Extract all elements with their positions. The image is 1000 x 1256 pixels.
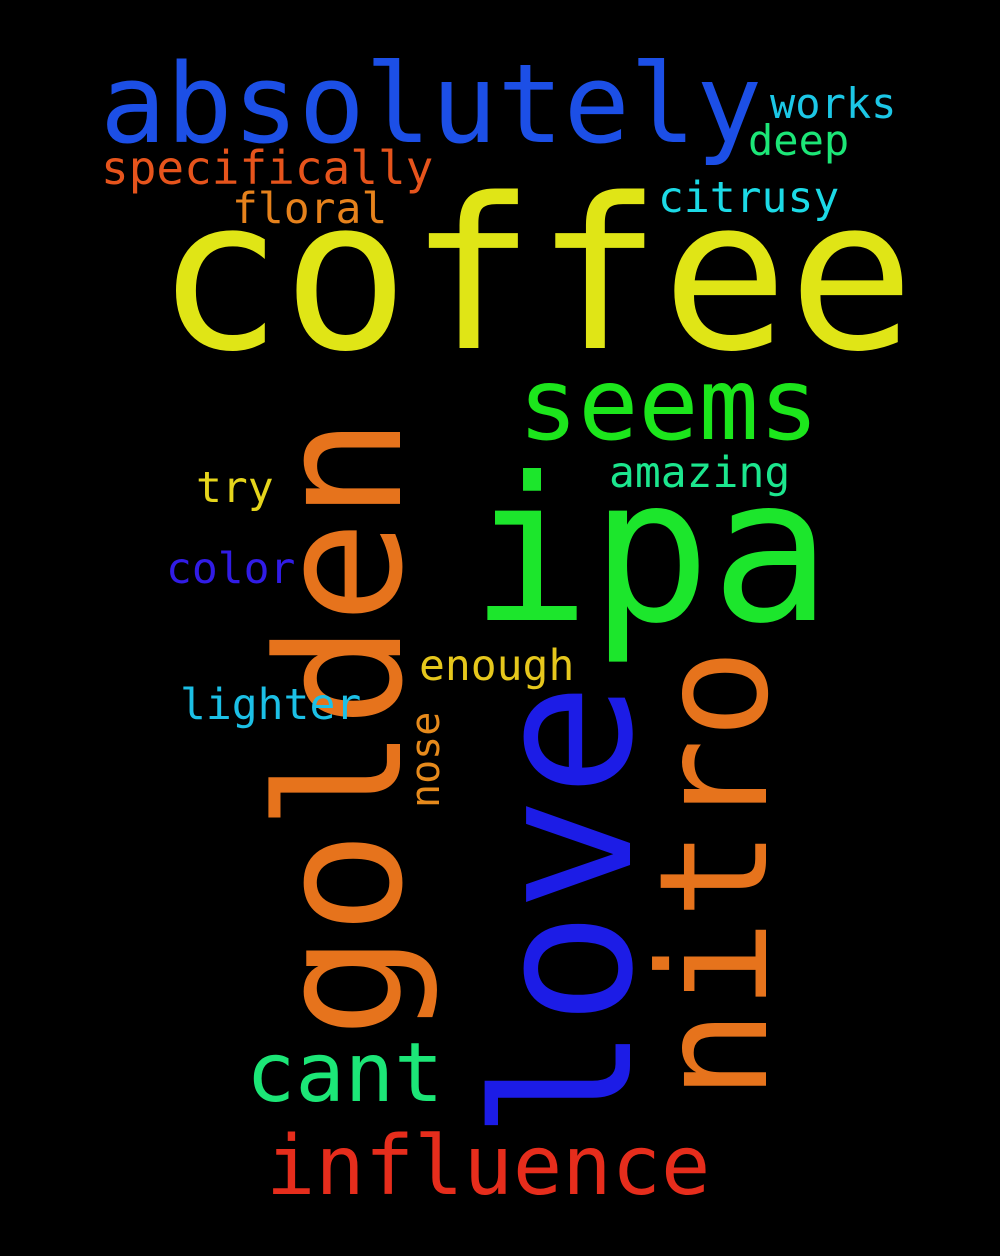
word-try: try: [196, 463, 274, 513]
word-influence: influence: [266, 1119, 711, 1214]
word-lighter: lighter: [180, 680, 362, 730]
word-nitro: nitro: [628, 648, 802, 1100]
word-nose: nose: [403, 711, 449, 808]
word-amazing: amazing: [609, 448, 791, 498]
word-cant: cant: [246, 1026, 444, 1121]
word-specifically: specifically: [101, 141, 434, 195]
word-works: works: [770, 79, 897, 128]
word-absolutely: absolutely: [100, 40, 763, 168]
word-deep: deep: [748, 116, 850, 165]
word-ipa: ipa: [470, 435, 832, 668]
word-enough: enough: [419, 641, 575, 691]
word-seems: seems: [518, 346, 820, 463]
word-floral: floral: [232, 184, 388, 234]
word-color: color: [166, 544, 296, 594]
word-citrusy: citrusy: [658, 173, 840, 223]
word-coffee: coffee: [156, 153, 915, 398]
